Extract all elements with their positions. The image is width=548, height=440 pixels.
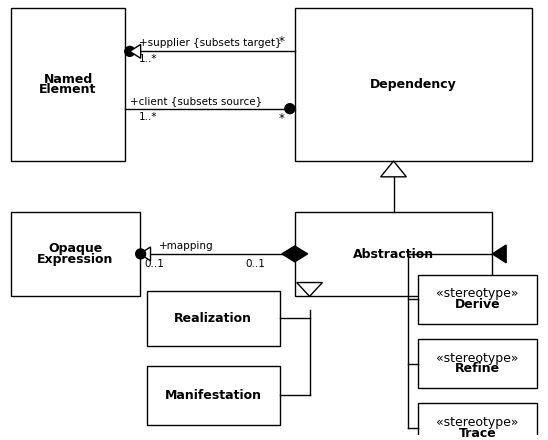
Text: «stereotype»: «stereotype» <box>436 352 519 365</box>
Circle shape <box>285 104 295 114</box>
Text: Dependency: Dependency <box>370 78 456 91</box>
Text: Derive: Derive <box>455 298 500 311</box>
Circle shape <box>136 249 146 259</box>
Text: Realization: Realization <box>174 312 252 325</box>
FancyBboxPatch shape <box>295 8 532 161</box>
Text: +mapping: +mapping <box>159 241 214 251</box>
FancyBboxPatch shape <box>418 275 537 324</box>
Polygon shape <box>130 44 141 58</box>
Text: Manifestation: Manifestation <box>165 389 262 402</box>
Polygon shape <box>492 245 506 263</box>
Text: Opaque: Opaque <box>48 242 102 256</box>
Text: 0..1: 0..1 <box>246 259 265 269</box>
FancyBboxPatch shape <box>146 291 280 346</box>
Circle shape <box>125 47 135 56</box>
Text: Named: Named <box>43 73 93 85</box>
FancyBboxPatch shape <box>295 213 492 297</box>
Text: *: * <box>279 35 285 48</box>
Polygon shape <box>282 246 307 262</box>
Text: 0..1: 0..1 <box>145 259 164 269</box>
FancyBboxPatch shape <box>418 339 537 388</box>
Text: +client {subsets source}: +client {subsets source} <box>130 96 262 106</box>
Text: 1..*: 1..* <box>139 54 157 64</box>
FancyBboxPatch shape <box>146 366 280 425</box>
Text: «stereotype»: «stereotype» <box>436 287 519 301</box>
Polygon shape <box>140 247 151 261</box>
Text: Abstraction: Abstraction <box>353 248 434 261</box>
Text: Element: Element <box>39 84 96 96</box>
FancyBboxPatch shape <box>11 213 140 297</box>
FancyBboxPatch shape <box>11 8 125 161</box>
Polygon shape <box>296 282 322 297</box>
Text: +supplier {subsets target}: +supplier {subsets target} <box>139 38 281 48</box>
Text: 1..*: 1..* <box>139 112 157 121</box>
Text: *: * <box>279 112 285 125</box>
Text: «stereotype»: «stereotype» <box>436 416 519 429</box>
Text: Trace: Trace <box>459 427 496 440</box>
Text: Refine: Refine <box>455 363 500 375</box>
Text: Expression: Expression <box>37 253 113 266</box>
FancyBboxPatch shape <box>418 403 537 440</box>
Polygon shape <box>381 161 407 177</box>
